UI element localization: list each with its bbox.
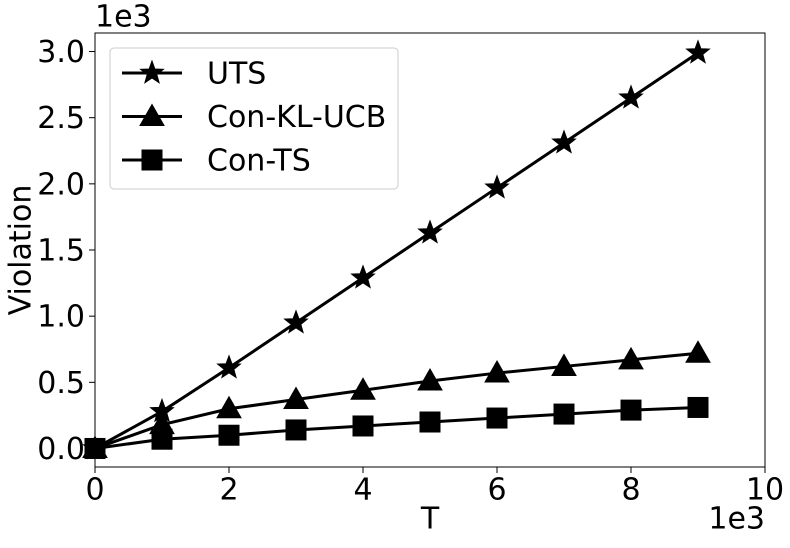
data-point bbox=[151, 428, 173, 450]
x-offset: 1e3 bbox=[708, 502, 765, 537]
data-point bbox=[685, 39, 711, 64]
series-line bbox=[94, 351, 699, 450]
data-point bbox=[283, 309, 309, 334]
plot-frame bbox=[94, 32, 766, 468]
y-tick-label: 1.0 bbox=[37, 300, 85, 335]
data-point bbox=[350, 264, 376, 289]
y-axis-label: Violation bbox=[4, 185, 39, 316]
data-point bbox=[417, 367, 443, 391]
legend-label: UTS bbox=[207, 57, 266, 92]
data-point bbox=[216, 354, 242, 379]
data-point bbox=[618, 84, 644, 109]
legend-label: Con-KL-UCB bbox=[207, 100, 386, 135]
x-tick-label: 4 bbox=[353, 473, 372, 508]
data-point bbox=[620, 399, 642, 421]
data-point bbox=[285, 419, 307, 441]
y-tick-label: 3.0 bbox=[37, 35, 85, 70]
data-point bbox=[551, 353, 577, 376]
legend-marker bbox=[139, 103, 165, 126]
data-point bbox=[350, 377, 376, 400]
legend-box bbox=[109, 47, 399, 190]
data-point bbox=[84, 437, 106, 459]
series-line bbox=[94, 405, 699, 450]
data-point bbox=[618, 346, 644, 370]
x-tick-label: 6 bbox=[487, 473, 506, 508]
data-point bbox=[685, 340, 711, 363]
legend-label: Con-TS bbox=[207, 144, 311, 179]
x-tick-label: 10 bbox=[746, 473, 784, 508]
data-point bbox=[486, 407, 508, 429]
data-point bbox=[283, 386, 309, 410]
data-point bbox=[484, 174, 510, 199]
y-tick-label: 2.0 bbox=[37, 167, 85, 202]
x-tick-label: 0 bbox=[85, 473, 104, 508]
y-tick-label: 2.5 bbox=[37, 101, 85, 136]
x-tick-label: 8 bbox=[621, 473, 640, 508]
data-point bbox=[417, 219, 443, 244]
y-tick-label: 1.5 bbox=[37, 234, 85, 269]
data-point bbox=[484, 360, 510, 383]
data-point bbox=[419, 411, 441, 433]
series-line bbox=[94, 51, 699, 450]
x-tick-label: 2 bbox=[219, 473, 238, 508]
x-axis-label: T bbox=[420, 502, 440, 537]
y-offset: 1e3 bbox=[95, 0, 152, 35]
data-point bbox=[218, 424, 240, 446]
data-point bbox=[551, 129, 577, 154]
data-point bbox=[216, 395, 242, 419]
legend-marker bbox=[141, 149, 163, 171]
y-tick-label: 0.0 bbox=[37, 432, 85, 467]
y-tick-label: 0.5 bbox=[37, 366, 85, 401]
data-point bbox=[553, 403, 575, 425]
data-point bbox=[352, 415, 374, 437]
data-point bbox=[687, 396, 709, 418]
legend-marker bbox=[139, 59, 165, 84]
